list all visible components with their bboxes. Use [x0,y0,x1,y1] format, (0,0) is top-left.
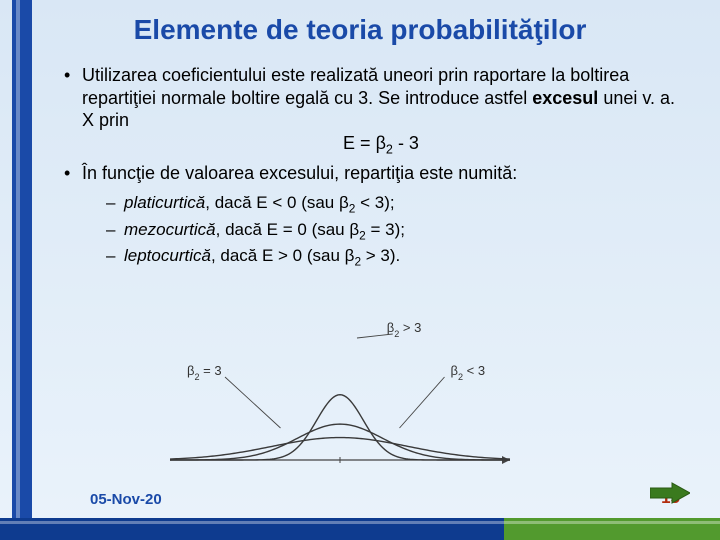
sub-item-sub: 2 [359,228,366,242]
bottom-accent-bar [0,518,720,540]
sub-item-rest: , dacă E = 0 (sau β [216,220,360,239]
svg-text:β2 > 3: β2 > 3 [387,320,422,339]
sub-item-term: leptocurtică [124,246,211,265]
sub-item-tail: = 3); [366,220,405,239]
content-area: Utilizarea coeficientului este realizată… [60,64,680,271]
bullet-2: În funcţie de valoarea excesului, repart… [60,162,680,185]
sub-item-term: mezocurtică [124,220,216,239]
equation-lhs: E = β [343,133,386,153]
sub-item-tail: > 3). [361,246,400,265]
sub-item-tail: < 3); [355,193,394,212]
sub-item-rest: , dacă E > 0 (sau β [211,246,355,265]
footer-date: 05-Nov-20 [90,491,162,508]
left-accent-bar [12,0,32,540]
slide: Elemente de teoria probabilităţilor Util… [0,0,720,540]
sub-item-0: platicurtică, dacă E < 0 (sau β2 < 3); [102,192,680,216]
bullet-1: Utilizarea coeficientului este realizată… [60,64,680,158]
sub-item-2: leptocurtică, dacă E > 0 (sau β2 > 3). [102,245,680,269]
equation-tail: - 3 [393,133,419,153]
next-arrow-icon[interactable] [650,481,690,510]
svg-text:β2 < 3: β2 < 3 [451,363,486,382]
equation-sub: 2 [386,142,393,156]
bullet-list-level2: platicurtică, dacă E < 0 (sau β2 < 3);me… [102,192,680,269]
equation-line: E = β2 - 3 [82,132,680,158]
sub-item-1: mezocurtică, dacă E = 0 (sau β2 = 3); [102,219,680,243]
bullet-list-level1: Utilizarea coeficientului este realizată… [60,64,680,184]
kurtosis-figure: β2 = 3 β2 < 3 β2 > 3 [160,320,520,480]
svg-text:β2 = 3: β2 = 3 [187,363,222,382]
sub-item-term: platicurtică [124,193,205,212]
sub-item-rest: , dacă E < 0 (sau β [205,193,349,212]
kurtosis-svg: β2 = 3 β2 < 3 β2 > 3 [160,320,520,480]
bullet-1-bold: excesul [532,88,598,108]
slide-title: Elemente de teoria probabilităţilor [0,14,720,46]
